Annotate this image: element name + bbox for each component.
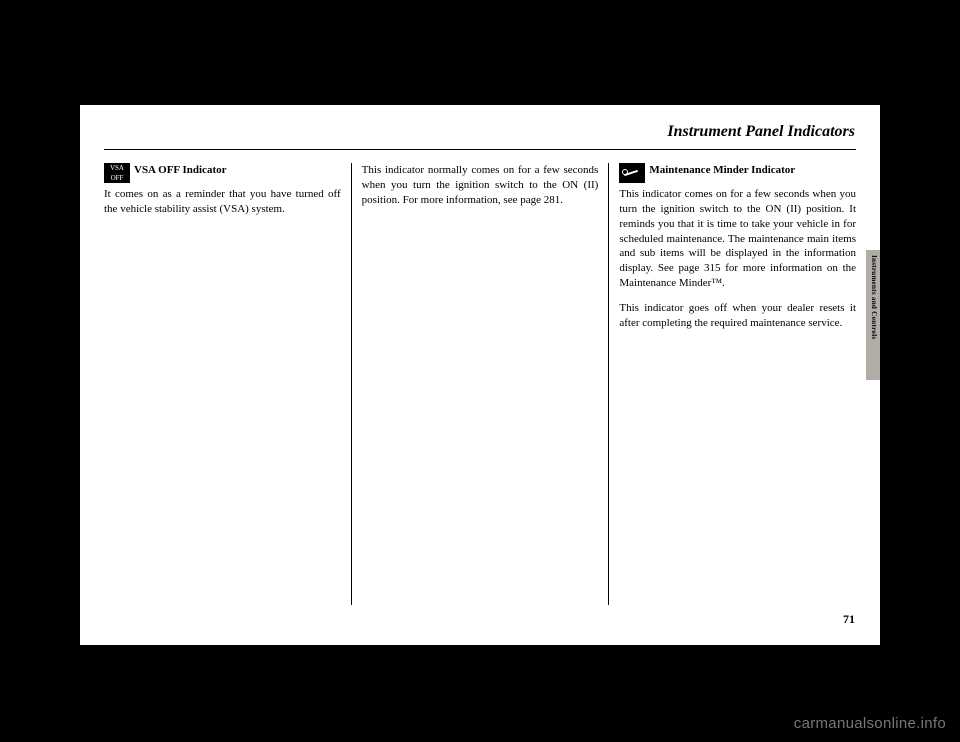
manual-page: Instrument Panel Indicators VSA OFF VSA … bbox=[80, 105, 880, 645]
maintenance-body-1: This indicator comes on for a few second… bbox=[619, 187, 856, 291]
watermark: carmanualsonline.info bbox=[794, 715, 946, 732]
vsa-off-heading: VSA OFF Indicator bbox=[134, 163, 227, 178]
title-rule bbox=[104, 149, 856, 150]
column-3: Maintenance Minder Indicator This indica… bbox=[609, 163, 856, 605]
maintenance-body-2: This indicator goes off when your dealer… bbox=[619, 301, 856, 331]
page-number: 71 bbox=[843, 612, 855, 627]
wrench-icon bbox=[619, 163, 645, 183]
section-tab-label: Instruments and Controls bbox=[868, 255, 878, 339]
maintenance-heading: Maintenance Minder Indicator bbox=[649, 163, 795, 178]
vsa-off-body: It comes on as a reminder that you have … bbox=[104, 187, 341, 217]
page-title: Instrument Panel Indicators bbox=[667, 123, 855, 141]
content-columns: VSA OFF VSA OFF Indicator It comes on as… bbox=[104, 163, 856, 605]
indicator-heading-row: VSA OFF VSA OFF Indicator bbox=[104, 163, 341, 183]
vsa-off-icon: VSA OFF bbox=[104, 163, 130, 183]
col2-body: This indicator normally comes on for a f… bbox=[362, 163, 599, 208]
column-1: VSA OFF VSA OFF Indicator It comes on as… bbox=[104, 163, 352, 605]
column-2: This indicator normally comes on for a f… bbox=[352, 163, 610, 605]
indicator-heading-row: Maintenance Minder Indicator bbox=[619, 163, 856, 183]
